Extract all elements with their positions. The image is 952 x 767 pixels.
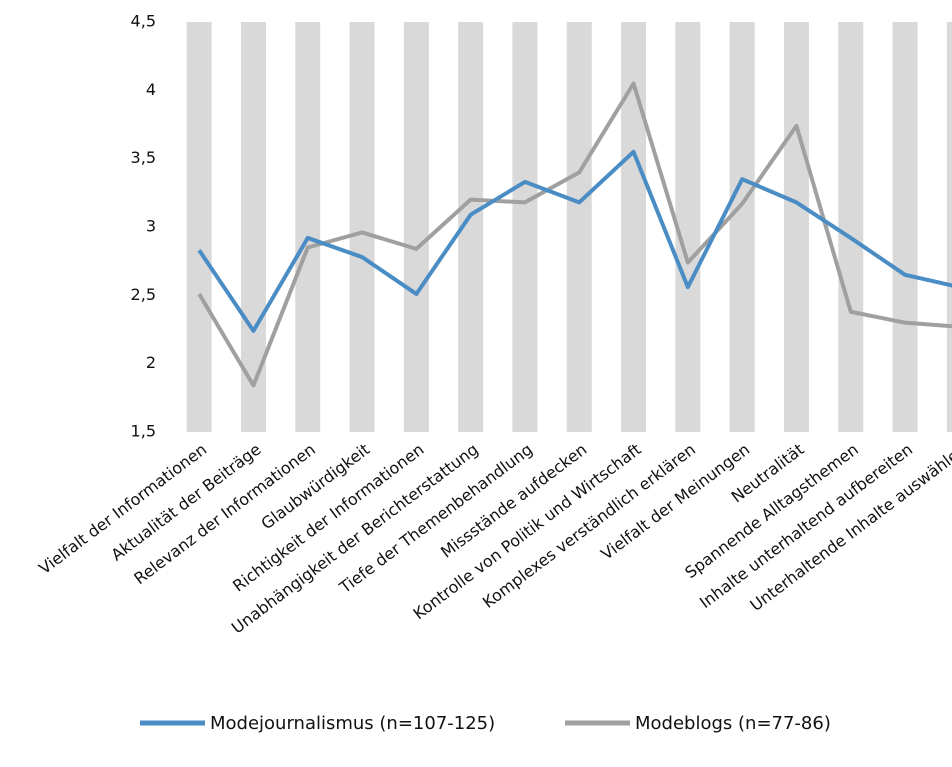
column-band <box>512 22 538 432</box>
column-band <box>783 22 809 432</box>
column-band <box>946 22 952 432</box>
y-tick-label: 1,5 <box>131 422 156 441</box>
column-band <box>892 22 918 432</box>
column-band <box>349 22 375 432</box>
series-line <box>197 149 952 333</box>
column-band <box>186 22 212 432</box>
column-band <box>729 22 755 432</box>
legend-label: Modejournalismus (n=107-125) <box>210 713 495 734</box>
legend-label: Modeblogs (n=77-86) <box>635 713 831 734</box>
y-tick-label: 3,5 <box>131 148 156 167</box>
column-band <box>675 22 701 432</box>
y-tick-label: 3 <box>146 217 156 236</box>
y-tick-label: 2,5 <box>131 285 156 304</box>
column-band <box>566 22 592 432</box>
x-tick-label: Unabhängigkeit der Berichterstattung <box>228 440 482 638</box>
y-tick-label: 4 <box>146 80 156 99</box>
column-band <box>403 22 429 432</box>
column-band <box>838 22 864 432</box>
y-tick-label: 2 <box>146 353 156 372</box>
column-band <box>295 22 321 432</box>
y-tick-label: 4,5 <box>131 12 156 31</box>
